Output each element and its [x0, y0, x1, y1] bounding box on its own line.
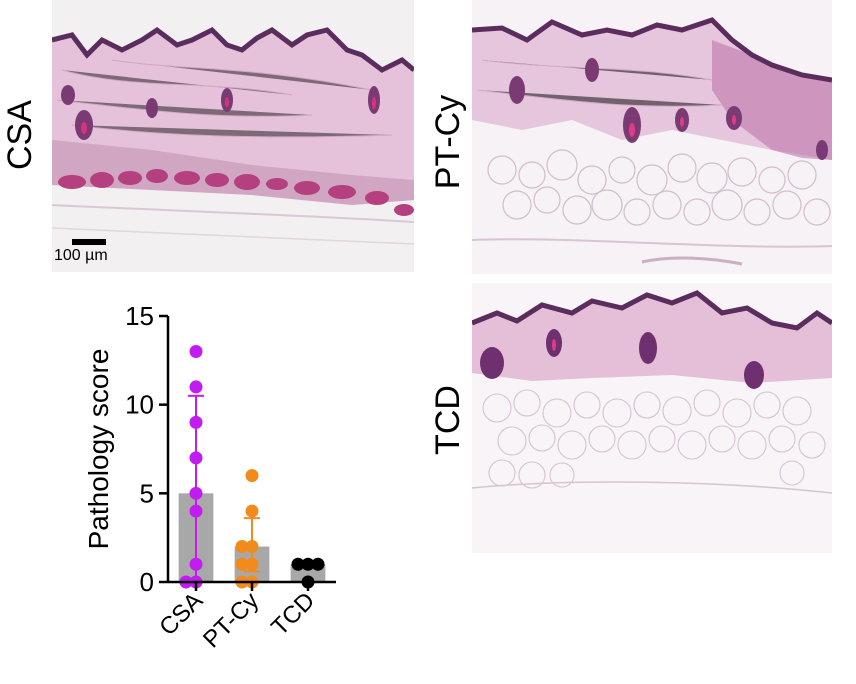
point-0-1 [189, 380, 203, 394]
point-1-5 [235, 557, 249, 571]
x-tick-label-pt-cy: PT-Cy [198, 587, 264, 653]
y-tick-label-10: 10 [125, 390, 154, 420]
point-0-5 [189, 504, 203, 518]
y-tick-label-0: 0 [140, 567, 154, 597]
label-tcd: TCD [429, 385, 467, 455]
label-csa: CSA [1, 100, 39, 170]
point-1-2 [245, 540, 259, 554]
point-0-6 [189, 557, 203, 571]
point-0-4 [189, 486, 203, 500]
point-0-3 [189, 451, 203, 465]
point-2-0 [301, 557, 315, 571]
scale-bar [72, 239, 106, 245]
point-0-2 [189, 415, 203, 429]
y-axis-title: Pathology score [83, 349, 114, 550]
point-0-0 [189, 344, 203, 358]
point-2-1 [291, 557, 305, 571]
point-1-3 [235, 540, 249, 554]
point-1-4 [245, 557, 259, 571]
histology-tcd [472, 283, 832, 553]
histology-ptcy [472, 0, 832, 274]
x-tick-label-tcd: TCD [266, 587, 320, 641]
point-1-0 [245, 469, 259, 483]
scale-bar-label: 100 µm [54, 247, 108, 264]
y-tick-label-15: 15 [125, 301, 154, 331]
label-ptcy: PT-Cy [429, 94, 467, 190]
point-1-1 [245, 504, 259, 518]
point-2-2 [311, 557, 325, 571]
y-tick-label-5: 5 [140, 478, 154, 508]
histology-csa: 100 µm [52, 0, 414, 272]
